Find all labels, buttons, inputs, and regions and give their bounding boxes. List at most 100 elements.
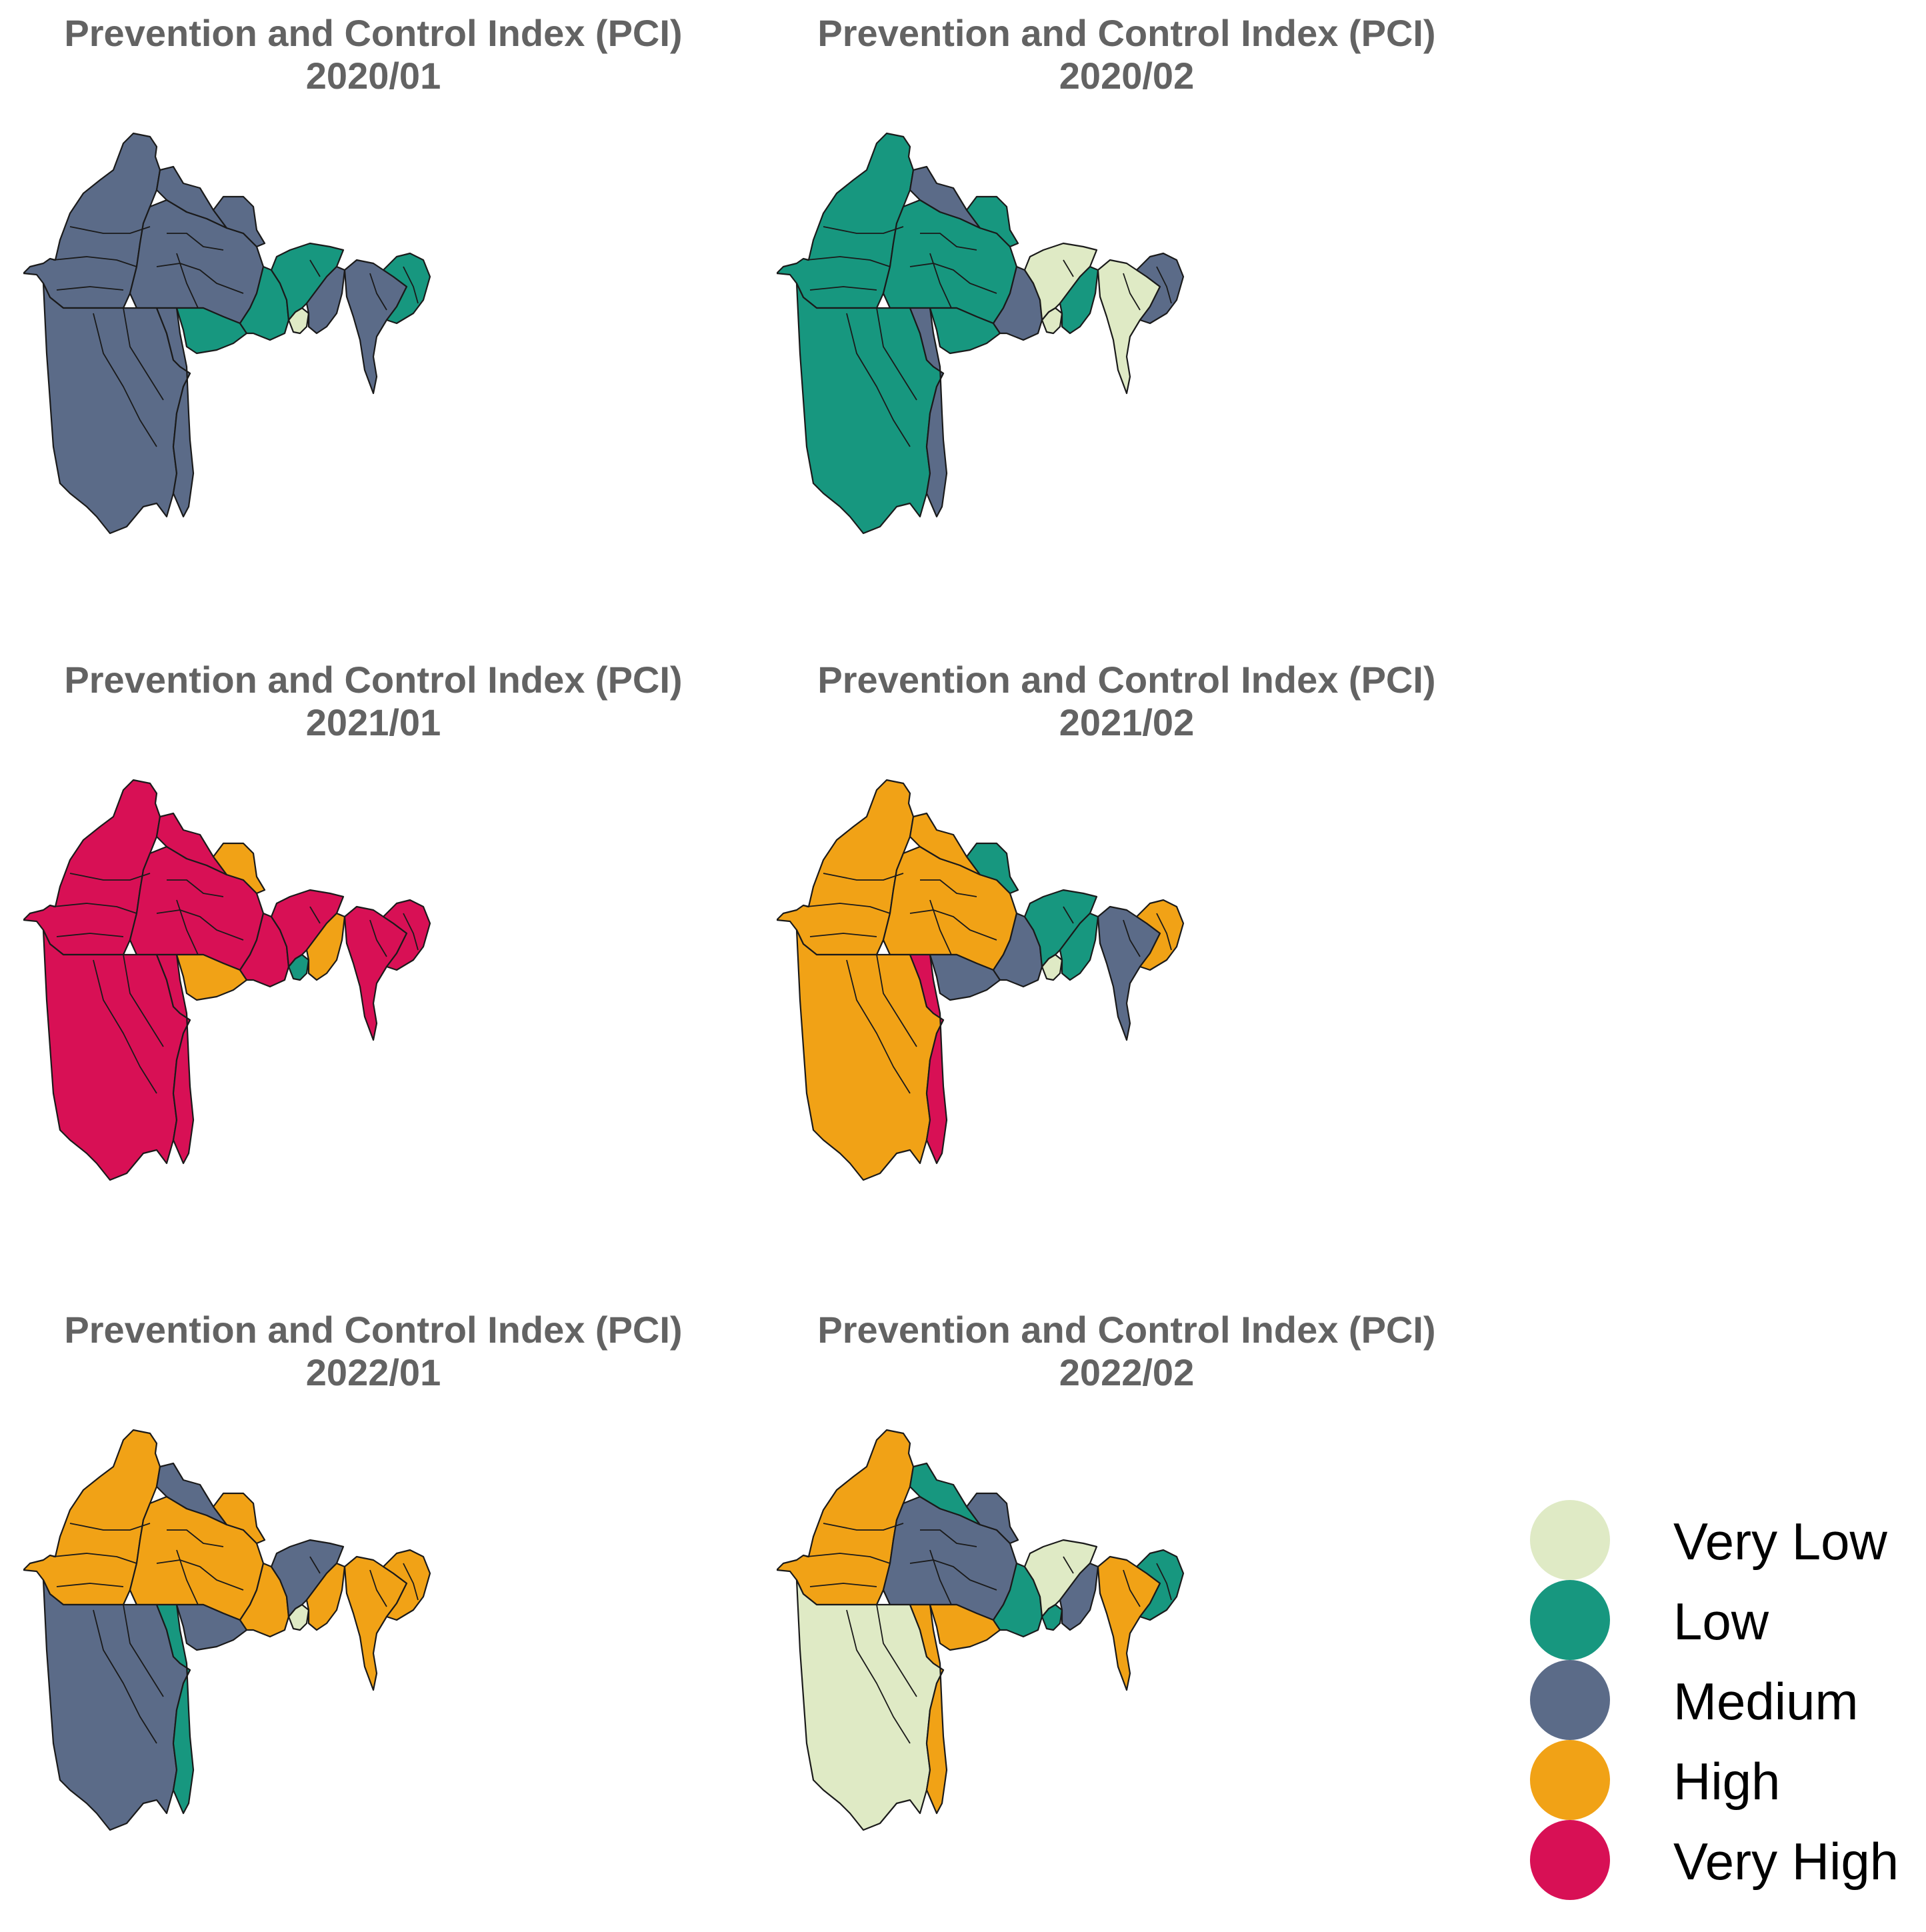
region-ne [965, 195, 1019, 248]
district-boundary [920, 879, 977, 897]
district-boundary [909, 1559, 997, 1591]
legend-swatch [1530, 1740, 1610, 1820]
choropleth-map [23, 132, 431, 535]
district-boundary [156, 263, 244, 294]
region-ne [212, 842, 266, 895]
district-boundary [56, 933, 124, 937]
panel-title-text: Prevention and Control Index (PCI) [64, 12, 683, 54]
region-ne [965, 842, 1019, 895]
map-panel-2021-01: Prevention and Control Index (PCI) 2021/… [3, 647, 743, 1280]
district-boundary [920, 233, 977, 251]
region-se [1135, 899, 1185, 971]
panel-title-text: Prevention and Control Index (PCI) [817, 12, 1436, 54]
district-boundary [823, 1523, 904, 1531]
region-east [1097, 1555, 1161, 1691]
choropleth-map [23, 779, 431, 1181]
region-strip [909, 1603, 948, 1815]
legend-swatch [1530, 1500, 1610, 1580]
district-boundary [309, 906, 321, 924]
region-e2 [1059, 265, 1099, 335]
district-boundary [909, 263, 997, 294]
district-boundary [1063, 259, 1074, 277]
district-boundary [823, 226, 904, 234]
region-ne [965, 1492, 1019, 1545]
choropleth-map [777, 779, 1185, 1181]
district-boundary [53, 1553, 137, 1564]
panel-title-text: Prevention and Control Index (PCI) [64, 659, 683, 701]
region-east [1097, 259, 1161, 395]
region-east [1097, 905, 1161, 1041]
map-panel-2020-02: Prevention and Control Index (PCI) 2020/… [757, 0, 1497, 633]
panel-title: Prevention and Control Index (PCI) 2021/… [3, 659, 743, 744]
district-boundary [167, 233, 224, 251]
district-boundary [846, 313, 911, 447]
region-ne [212, 1492, 266, 1545]
choropleth-map [777, 1429, 1185, 1831]
region-e2 [305, 265, 346, 335]
district-boundary [929, 253, 952, 309]
district-boundary [156, 909, 244, 941]
panel-title-text: Prevention and Control Index (PCI) [64, 1309, 683, 1351]
panel-period: 2021/01 [305, 701, 441, 743]
district-boundary [69, 873, 151, 881]
map-panel-2022-01: Prevention and Control Index (PCI) 2022/… [3, 1297, 743, 1930]
legend-item-low: Low [1530, 1580, 1923, 1660]
district-boundary [1156, 1563, 1172, 1601]
district-boundary [369, 919, 387, 957]
map-panel-2022-02: Prevention and Control Index (PCI) 2022/… [757, 1297, 1497, 1930]
district-boundary [403, 1563, 419, 1601]
choropleth-map [777, 132, 1185, 535]
district-boundary [1156, 913, 1172, 951]
region-c1 [175, 953, 248, 1001]
panel-title: Prevention and Control Index (PCI) 2020/… [3, 12, 743, 97]
region-strip [909, 953, 948, 1165]
region-se [382, 899, 431, 971]
district-boundary [846, 959, 911, 1094]
panel-period: 2021/02 [1059, 701, 1195, 743]
district-boundary [123, 954, 164, 1047]
district-boundary [1156, 266, 1172, 304]
region-strip [155, 953, 195, 1165]
district-boundary [176, 253, 199, 309]
district-boundary [123, 1604, 164, 1697]
district-boundary [929, 1549, 952, 1605]
legend-label: High [1673, 1752, 1781, 1811]
district-boundary [123, 307, 164, 401]
region-c1 [929, 1603, 1001, 1651]
district-boundary [1123, 273, 1141, 311]
district-boundary [176, 1549, 199, 1605]
region-strip [155, 307, 195, 518]
district-boundary [53, 903, 137, 914]
district-boundary [56, 286, 124, 291]
region-se [382, 252, 431, 325]
legend-swatch [1530, 1660, 1610, 1740]
panel-period: 2022/01 [305, 1351, 441, 1393]
district-boundary [1063, 1556, 1074, 1574]
region-strip [909, 307, 948, 518]
region-east [343, 905, 408, 1041]
district-boundary [809, 933, 877, 937]
legend-item-high: High [1530, 1740, 1923, 1820]
district-boundary [403, 266, 419, 304]
region-strip [155, 1603, 195, 1815]
choropleth-map [23, 1429, 431, 1831]
district-boundary [56, 1583, 124, 1587]
district-boundary [1123, 1569, 1141, 1607]
district-boundary [909, 909, 997, 941]
panel-title: Prevention and Control Index (PCI) 2022/… [3, 1309, 743, 1394]
district-boundary [69, 226, 151, 234]
panel-title-text: Prevention and Control Index (PCI) [817, 1309, 1436, 1351]
region-se [1135, 1549, 1185, 1621]
region-c1 [175, 1603, 248, 1651]
legend-swatch [1530, 1820, 1610, 1900]
district-boundary [93, 313, 157, 447]
district-boundary [876, 307, 917, 401]
region-e2 [305, 1562, 346, 1631]
district-boundary [309, 1556, 321, 1574]
panel-period: 2020/02 [1059, 55, 1195, 97]
district-boundary [369, 1569, 387, 1607]
panel-title: Prevention and Control Index (PCI) 2021/… [757, 659, 1497, 744]
region-east [343, 259, 408, 395]
region-east [343, 1555, 408, 1691]
legend-label: Very High [1673, 1832, 1899, 1891]
